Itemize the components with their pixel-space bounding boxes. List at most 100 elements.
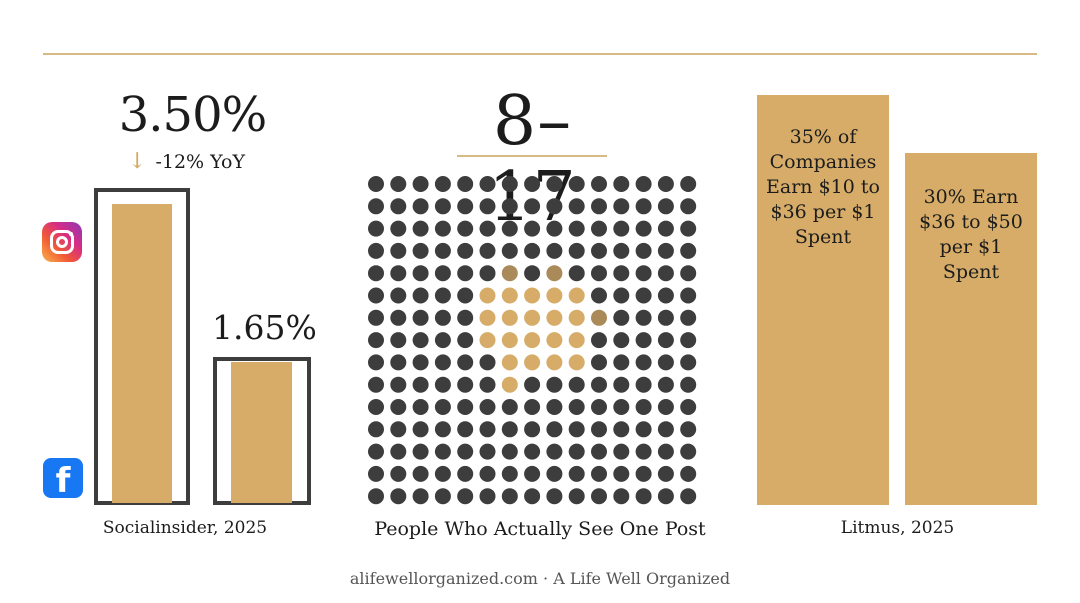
person-dot [412, 198, 429, 215]
litmus-bar-36-50-label: 30% Earn $36 to $50 per $1 Spent [919, 186, 1023, 284]
person-dot [457, 242, 474, 259]
person-dot [434, 242, 451, 259]
person-dot [657, 220, 674, 237]
person-dot [457, 176, 474, 192]
person-dot [680, 488, 697, 505]
person-dot [390, 354, 407, 371]
person-dot [591, 287, 607, 304]
person-dot [390, 309, 407, 326]
reach-headline: 8–17 [488, 82, 577, 237]
person-dot [479, 265, 496, 282]
person-dot [368, 176, 384, 192]
person-dot [457, 220, 474, 237]
person-dot [368, 354, 384, 371]
person-dot [546, 242, 563, 259]
person-dot [680, 443, 697, 460]
person-dot [524, 443, 541, 460]
person-dot [479, 220, 496, 237]
person-dot [524, 220, 541, 237]
person-dot [657, 443, 674, 460]
person-dot [434, 399, 451, 415]
person-dot [657, 176, 674, 192]
person-dot [457, 421, 474, 438]
person-dot [657, 488, 674, 505]
person-dot [524, 421, 541, 438]
person-dot-seen [524, 354, 541, 371]
person-dot [368, 332, 384, 349]
person-dot [434, 220, 451, 237]
person-dot [635, 309, 652, 326]
headline-underline [457, 155, 607, 157]
person-dot [501, 421, 518, 438]
person-dot [479, 399, 496, 415]
person-dot [434, 176, 451, 192]
person-dot [680, 287, 697, 304]
person-dot [657, 399, 674, 415]
person-dot [680, 309, 697, 326]
person-dot [501, 399, 518, 415]
person-dot [412, 399, 429, 415]
person-dot [568, 465, 585, 482]
person-dot [680, 421, 697, 438]
person-dot [457, 488, 474, 505]
person-dot [524, 242, 541, 259]
person-dot [635, 265, 652, 282]
instagram-icon [42, 222, 82, 262]
person-dot [457, 399, 474, 415]
person-dot-seen [546, 354, 563, 371]
person-dot [568, 242, 585, 259]
person-dot [657, 376, 674, 393]
person-dot [368, 242, 384, 259]
person-dot [568, 220, 585, 237]
person-dot-seen [479, 287, 496, 304]
person-dot [680, 376, 697, 393]
person-dot [591, 220, 607, 237]
person-dot [368, 399, 384, 415]
person-dot [591, 399, 607, 415]
person-dot [368, 443, 384, 460]
person-dot [591, 443, 607, 460]
person-dot [613, 242, 630, 259]
person-dot [501, 198, 518, 215]
person-dot [680, 465, 697, 482]
person-dot [635, 220, 652, 237]
person-dot [680, 265, 697, 282]
person-dot [680, 220, 697, 237]
person-dot [390, 443, 407, 460]
person-dot [613, 332, 630, 349]
person-dot [680, 332, 697, 349]
arrow-down-icon: ↓ [128, 149, 147, 174]
person-dot [479, 488, 496, 505]
person-dot [412, 332, 429, 349]
yoy-change: ↓ -12% YoY [128, 150, 245, 174]
person-dot [591, 376, 607, 393]
person-dot [680, 198, 697, 215]
person-dot [368, 265, 384, 282]
person-dot [591, 488, 607, 505]
person-dot [457, 265, 474, 282]
person-dot-seen [568, 309, 585, 326]
person-dot [635, 242, 652, 259]
person-dot [591, 421, 607, 438]
person-dot [657, 465, 674, 482]
person-dot [501, 220, 518, 237]
person-dot [680, 354, 697, 371]
person-dot [568, 176, 585, 192]
dot-grid-caption: People Who Actually See One Post [374, 518, 706, 540]
person-dot [412, 488, 429, 505]
person-dot-seen [524, 309, 541, 326]
person-dot [568, 376, 585, 393]
person-dot-seen [546, 309, 563, 326]
person-dot [524, 265, 541, 282]
person-dot [568, 488, 585, 505]
person-dot [390, 176, 407, 192]
person-dot [457, 443, 474, 460]
person-dot [613, 354, 630, 371]
person-dot [412, 354, 429, 371]
instagram-bar [112, 204, 172, 503]
person-dot [546, 488, 563, 505]
person-dot [434, 332, 451, 349]
facebook-icon: f [43, 458, 83, 498]
person-dot [479, 465, 496, 482]
person-dot [412, 287, 429, 304]
